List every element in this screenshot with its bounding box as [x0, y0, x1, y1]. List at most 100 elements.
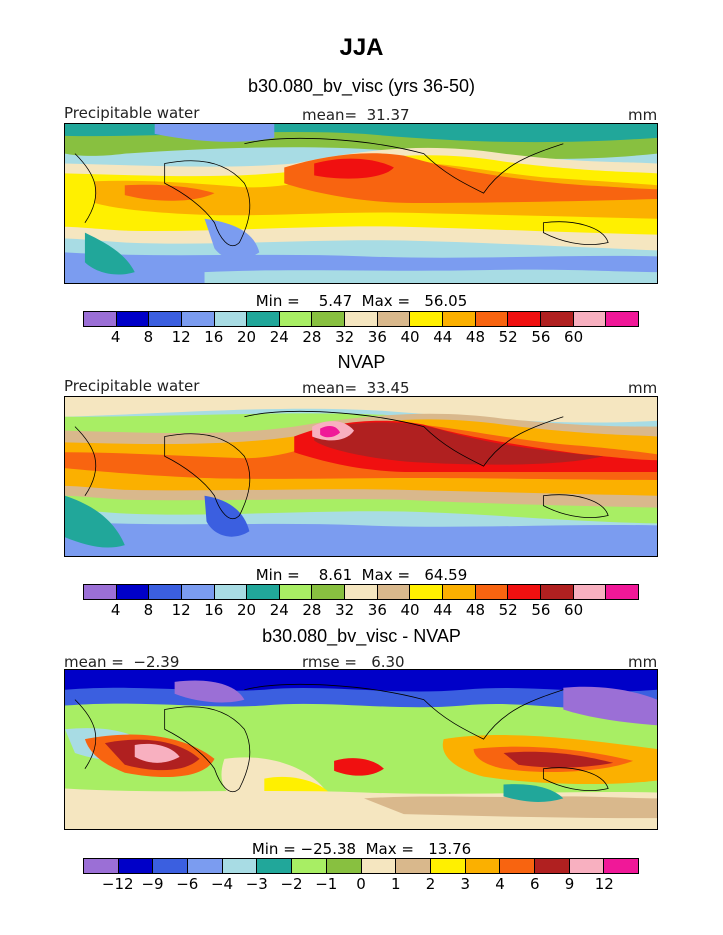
colorbar-swatch: [326, 859, 362, 873]
panel-3-rmse-label: rmse = 6.30: [302, 653, 405, 671]
colorbar-swatch: [247, 312, 280, 326]
colorbar-swatch: [573, 312, 607, 326]
colorbar-tick-label: 2: [425, 875, 436, 893]
colorbar-swatch: [443, 312, 476, 326]
colorbar-tick-label: −6: [176, 875, 199, 893]
colorbar-tick-label: −3: [245, 875, 268, 893]
colorbar-swatch: [430, 859, 466, 873]
colorbar-tick-label: 60: [564, 328, 584, 346]
colorbar-swatch: [118, 859, 154, 873]
colorbar-tick-label: 36: [367, 601, 387, 619]
panel-3-minmax: Min = −25.38 Max = 13.76: [251, 840, 472, 858]
colorbar-swatch: [214, 312, 248, 326]
panel-2-units: mm: [628, 379, 658, 397]
colorbar-swatch: [116, 585, 150, 599]
colorbar-swatch: [500, 859, 535, 873]
colorbar-swatch: [396, 859, 431, 873]
colorbar-swatch: [84, 585, 117, 599]
panel-1-left-label: Precipitable water: [64, 104, 200, 122]
colorbar-swatch: [475, 585, 509, 599]
colorbar-tick-label: 56: [531, 328, 551, 346]
colorbar-swatch: [540, 585, 574, 599]
panel-1-mean-label: mean= 31.37: [302, 106, 410, 124]
colorbar-tick-label: 44: [433, 328, 453, 346]
panel-2-mean-label: mean= 33.45: [302, 379, 410, 397]
colorbar-tick-label: 3: [460, 875, 471, 893]
colorbar-swatch: [84, 312, 117, 326]
colorbar-swatch: [247, 585, 280, 599]
colorbar-tick-label: 20: [236, 328, 257, 346]
panel-3-map: [64, 669, 658, 830]
colorbar-tick-label: 16: [204, 601, 224, 619]
panel-2-colorbar: [83, 584, 639, 600]
colorbar-swatch: [222, 859, 258, 873]
colorbar-tick-label: 24: [269, 328, 289, 346]
colorbar-swatch: [279, 312, 313, 326]
colorbar-swatch: [604, 859, 638, 873]
panel-1-contour-field: [65, 124, 657, 283]
panel-1-colorbar: [83, 311, 639, 327]
panel-3-mean-label: mean = −2.39: [64, 653, 180, 671]
colorbar-swatch: [377, 585, 411, 599]
colorbar-tick-label: 28: [302, 328, 322, 346]
colorbar-swatch: [443, 585, 476, 599]
colorbar-tick-label: 36: [367, 328, 387, 346]
colorbar-swatch: [534, 859, 570, 873]
panel-2-colorbar-ticks: 4 8 12 16 20 24 28 32 36 40 44 48 52 56 60: [83, 601, 639, 619]
colorbar-tick-label: 32: [335, 328, 355, 346]
colorbar-swatch: [312, 585, 346, 599]
panel-3-units: mm: [628, 653, 658, 671]
colorbar-swatch: [573, 585, 607, 599]
colorbar-tick-label: −1: [315, 875, 338, 893]
colorbar-swatch: [257, 859, 293, 873]
colorbar-swatch: [153, 859, 189, 873]
colorbar-tick-label: 6: [529, 875, 540, 893]
colorbar-tick-label: 12: [171, 328, 191, 346]
panel-2-title: NVAP: [337, 352, 386, 372]
colorbar-tick-label: 16: [204, 328, 224, 346]
colorbar-tick-label: 8: [143, 328, 154, 346]
panel-1-map: [64, 123, 658, 284]
colorbar-swatch: [540, 312, 574, 326]
colorbar-tick-label: 48: [465, 601, 486, 619]
colorbar-swatch: [410, 585, 444, 599]
colorbar-tick-label: 9: [564, 875, 575, 893]
panel-1-units: mm: [628, 106, 658, 124]
colorbar-swatch: [606, 312, 638, 326]
panel-3-title: b30.080_bv_visc - NVAP: [262, 626, 461, 646]
colorbar-tick-label: 32: [335, 601, 355, 619]
colorbar-swatch: [345, 312, 378, 326]
panel-2-minmax: Min = 8.61 Max = 64.59: [255, 566, 468, 584]
panel-3-colorbar: [83, 858, 639, 874]
colorbar-swatch: [377, 312, 411, 326]
colorbar-tick-label: 40: [400, 601, 420, 619]
panel-1-minmax: Min = 5.47 Max = 56.05: [255, 292, 468, 310]
colorbar-swatch: [188, 859, 223, 873]
colorbar-swatch: [606, 585, 638, 599]
panel-3-contour-field: [65, 670, 657, 829]
colorbar-tick-label: 60: [564, 601, 584, 619]
colorbar-tick-label: −9: [141, 875, 164, 893]
colorbar-tick-label: 28: [302, 601, 322, 619]
colorbar-swatch: [475, 312, 509, 326]
colorbar-swatch: [149, 312, 182, 326]
colorbar-swatch: [214, 585, 248, 599]
colorbar-swatch: [181, 312, 215, 326]
colorbar-swatch: [116, 312, 150, 326]
colorbar-swatch: [569, 859, 605, 873]
colorbar-tick-label: 4: [110, 601, 121, 619]
main-title: JJA: [339, 34, 384, 61]
colorbar-tick-label: 1: [390, 875, 401, 893]
colorbar-swatch: [410, 312, 444, 326]
panel-1-title: b30.080_bv_visc (yrs 36-50): [247, 76, 476, 96]
colorbar-tick-label: 4: [495, 875, 505, 893]
colorbar-tick-label: 52: [498, 328, 518, 346]
panel-2-contour-field: [65, 397, 657, 556]
colorbar-tick-label: 44: [433, 601, 453, 619]
colorbar-tick-label: −12: [101, 875, 134, 893]
panel-2-map: [64, 396, 658, 557]
colorbar-tick-label: 56: [531, 601, 551, 619]
colorbar-tick-label: 24: [269, 601, 289, 619]
colorbar-swatch: [149, 585, 182, 599]
colorbar-tick-label: 12: [594, 875, 614, 893]
